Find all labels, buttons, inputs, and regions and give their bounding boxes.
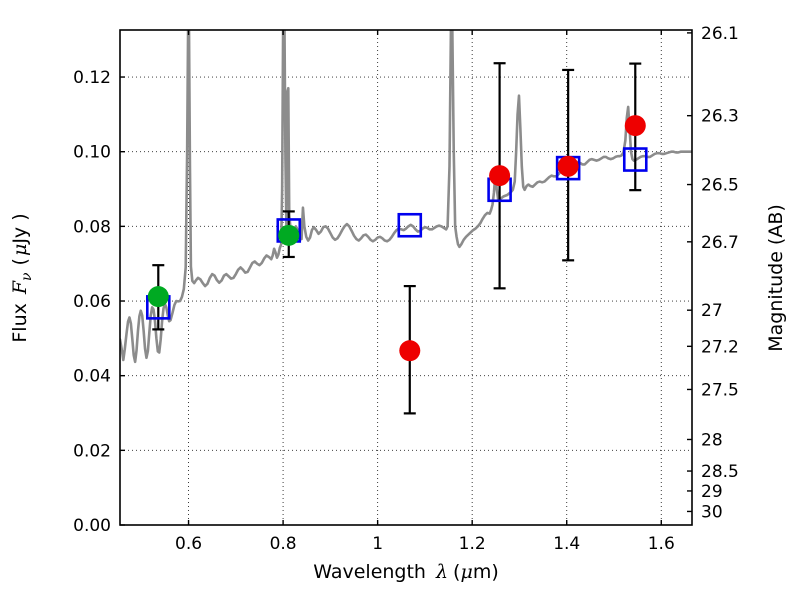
x-tick-label: 1.6 (648, 534, 675, 554)
y-tick-label-right: 26.5 (701, 176, 739, 196)
y-tick-label-left: 0.12 (73, 68, 111, 88)
x-tick-label: 1 (372, 534, 383, 554)
spectrum-line (120, 30, 692, 364)
y-tick-label-right: 30 (701, 502, 723, 522)
data-markers (145, 115, 648, 362)
y-tick-label-right: 26.1 (701, 24, 739, 44)
photometry-circle-marker (624, 115, 646, 137)
x-tick-label: 0.6 (175, 534, 202, 554)
x-tick-label: 0.8 (270, 534, 297, 554)
y-tick-label-left: 0.08 (73, 217, 111, 237)
y-tick-label-left: 0.04 (73, 367, 111, 387)
model-square-marker (397, 212, 423, 238)
y-tick-label-right: 26.3 (701, 107, 739, 127)
x-tick-label: 1.2 (459, 534, 486, 554)
y-tick-label-right: 26.7 (701, 233, 739, 253)
x-axis-title: Wavelength λ (μm) (313, 561, 498, 583)
y-tick-label-left: 0.10 (73, 143, 111, 163)
photometry-circle-marker (399, 340, 421, 362)
photometry-circle-marker (489, 165, 511, 187)
axis-tick-labels: 0.6 0.8 1 1.2 1.4 1.6 0.00 0.02 0.04 0.06 0.08 0.10… (73, 24, 739, 554)
model-square-marker (622, 147, 648, 172)
y-tick-label-left: 0.00 (73, 516, 111, 536)
y-tick-label-right: 28 (701, 430, 723, 450)
y-tick-label-left: 0.06 (73, 292, 111, 312)
photometry-circle-marker (278, 224, 300, 246)
y-tick-label-left: 0.02 (73, 441, 111, 461)
y-tick-label-right: 28.5 (701, 462, 739, 482)
axis-ticks (120, 30, 692, 526)
x-tick-label: 1.4 (553, 534, 580, 554)
y-tick-label-right: 27.2 (701, 337, 739, 357)
plot-frame (119, 29, 693, 526)
photometry-circle-marker (557, 155, 579, 177)
y-axis-title-left: FluxFν(μJy ) (9, 213, 35, 342)
photometry-circle-marker (147, 286, 169, 308)
grid-lines (120, 30, 692, 525)
y-tick-label-right: 27.5 (701, 380, 739, 400)
y-axis-title-right: Magnitude (AB) (765, 204, 787, 352)
y-tick-label-right: 27 (701, 301, 723, 321)
model-sed-spectrum (120, 30, 692, 364)
y-tick-label-right: 29 (701, 482, 723, 502)
